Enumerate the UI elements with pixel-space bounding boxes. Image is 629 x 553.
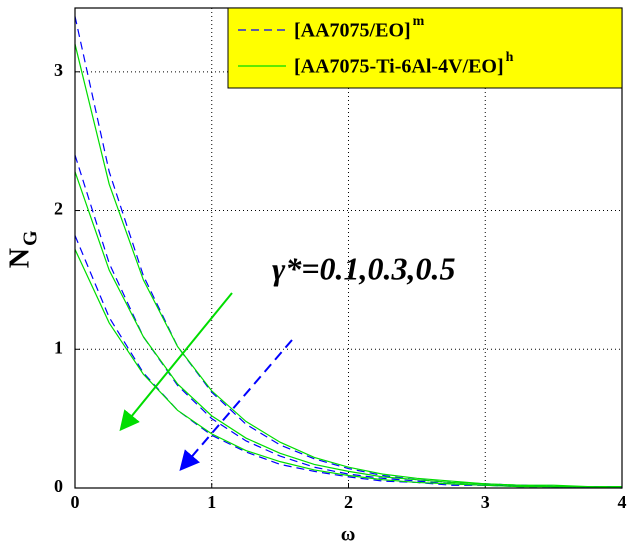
legend-superscript: h xyxy=(506,50,514,65)
data-line xyxy=(74,171,622,488)
legend-label: [AA7075/EO] xyxy=(294,20,411,42)
y-tick-label: 3 xyxy=(54,60,63,80)
x-tick-label: 0 xyxy=(71,492,80,512)
annotation: γ*=0.1,0.3,0.5 xyxy=(272,250,456,286)
y-tick-label: 1 xyxy=(54,337,63,357)
arrow xyxy=(179,339,293,472)
x-tick-label: 3 xyxy=(481,492,490,512)
y-axis-label: N xyxy=(4,248,35,268)
data-line xyxy=(74,249,623,489)
legend-superscript: m xyxy=(413,14,425,29)
x-tick-label: 4 xyxy=(618,492,627,512)
arrow xyxy=(119,292,233,432)
x-axis-label: ω xyxy=(341,524,356,546)
y-tick-label: 2 xyxy=(54,199,63,219)
legend-label: [AA7075-Ti-6Al-4V/EO] xyxy=(294,56,504,78)
x-tick-label: 2 xyxy=(344,492,353,512)
y-axis-label-subscript: G xyxy=(20,230,42,246)
x-tick-label: 1 xyxy=(207,492,216,512)
legend-box xyxy=(227,7,623,89)
y-tick-label: 0 xyxy=(54,476,63,496)
